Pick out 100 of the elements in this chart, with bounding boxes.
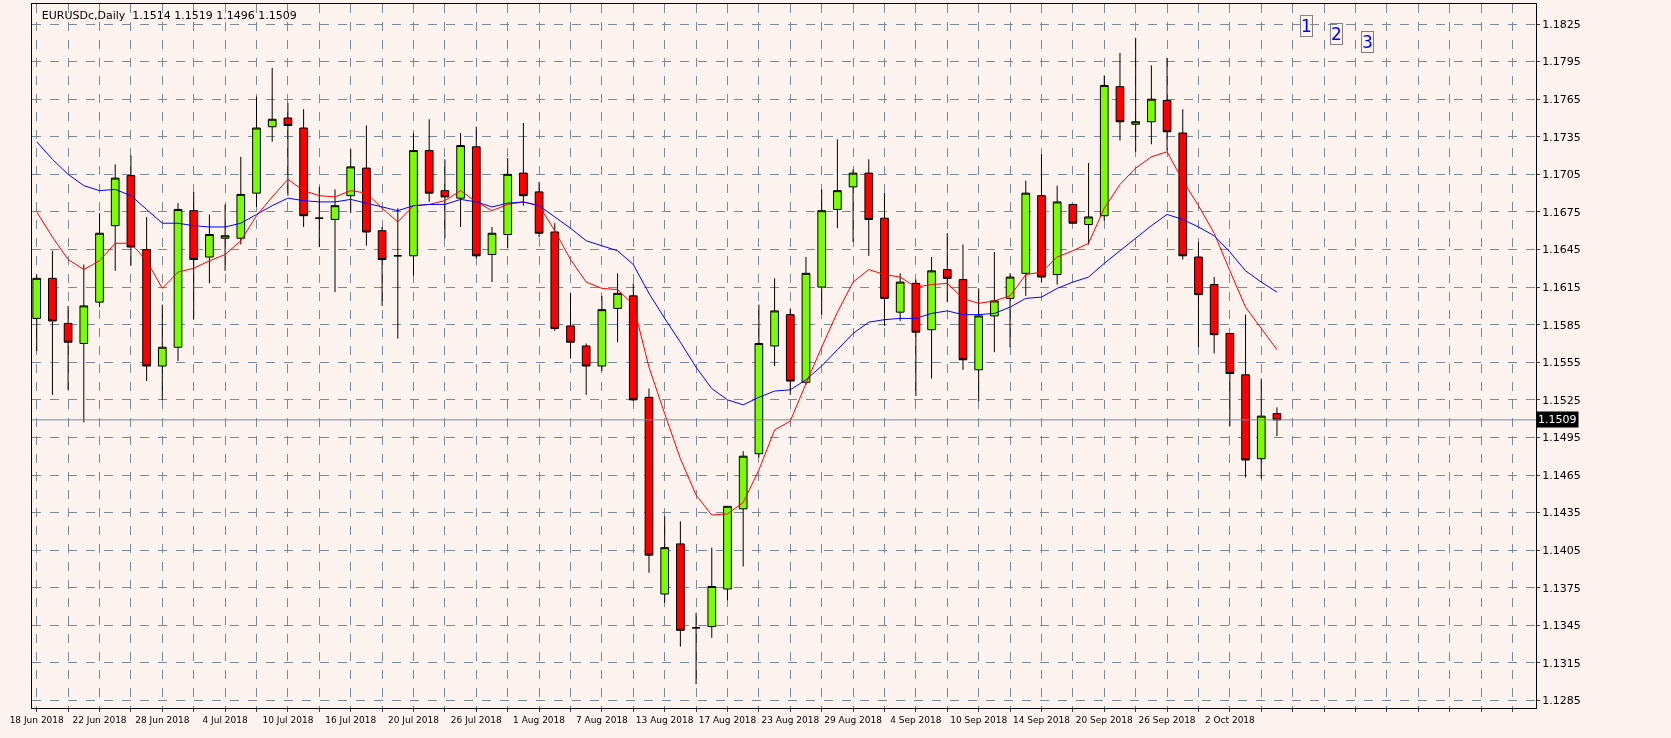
candlestick bbox=[974, 287, 984, 402]
candlestick bbox=[613, 272, 622, 343]
candlestick bbox=[958, 244, 968, 371]
x-tick-label: 23 Aug 2018 bbox=[761, 714, 820, 725]
candlestick bbox=[1131, 37, 1141, 153]
x-tick-label: 20 Sep 2018 bbox=[1075, 714, 1134, 725]
candlestick bbox=[597, 295, 607, 372]
candlestick bbox=[1021, 180, 1031, 297]
text: 2 bbox=[1331, 24, 1342, 44]
x-tick-label: 26 Jul 2018 bbox=[450, 714, 503, 725]
candlestick bbox=[707, 547, 717, 639]
candlestick bbox=[456, 132, 465, 228]
y-tick-label: 1.1735 bbox=[1542, 130, 1581, 144]
candlestick bbox=[63, 305, 73, 391]
candlestick bbox=[880, 192, 889, 327]
y-tick-label: 1.1645 bbox=[1542, 243, 1581, 257]
candlestick bbox=[801, 256, 811, 386]
x-tick-label: 18 Jun 2018 bbox=[9, 714, 65, 725]
y-tick-label: 1.1285 bbox=[1542, 694, 1581, 708]
candlestick bbox=[409, 132, 418, 277]
line-series bbox=[36, 141, 1278, 406]
x-tick-label: 4 Sep 2018 bbox=[890, 714, 942, 725]
candlestick bbox=[487, 226, 497, 283]
x-tick-label: 1 Aug 2018 bbox=[513, 714, 566, 725]
candlestick bbox=[393, 207, 403, 339]
candlestick bbox=[48, 250, 57, 396]
candlestick bbox=[377, 226, 387, 307]
candlestick bbox=[770, 277, 779, 367]
candlestick bbox=[628, 282, 638, 402]
candlestick bbox=[157, 304, 167, 401]
candlestick bbox=[267, 67, 277, 143]
candlestick bbox=[173, 202, 183, 362]
candlestick bbox=[189, 191, 199, 321]
candlestick bbox=[895, 272, 905, 322]
y-tick-label: 1.1825 bbox=[1542, 17, 1581, 31]
candlestick bbox=[534, 181, 544, 238]
candlestick bbox=[1272, 406, 1282, 437]
x-tick-label: 20 Jul 2018 bbox=[388, 714, 440, 725]
candlestick bbox=[990, 251, 999, 353]
candlestick bbox=[126, 155, 136, 267]
y-tick-label: 1.1675 bbox=[1542, 205, 1581, 219]
candlestick bbox=[1256, 378, 1266, 480]
candlestick bbox=[440, 158, 450, 239]
x-tick-label: 14 Sep 2018 bbox=[1012, 714, 1071, 725]
candlestick bbox=[519, 122, 528, 207]
candlestick bbox=[110, 163, 120, 272]
y-tick-label: 1.1345 bbox=[1542, 619, 1581, 633]
x-tick-label: 4 Jul 2018 bbox=[202, 714, 248, 725]
y-tick-label: 1.1795 bbox=[1542, 55, 1581, 69]
candlestick bbox=[550, 222, 560, 332]
candlestick bbox=[424, 118, 434, 203]
candlestick bbox=[503, 157, 513, 249]
ref-line-label: 1.1509 bbox=[1538, 413, 1577, 426]
candlestick bbox=[911, 279, 921, 397]
candlestick bbox=[205, 213, 214, 284]
candlestick bbox=[833, 138, 842, 229]
y-tick-label: 1.1555 bbox=[1542, 356, 1581, 370]
x-tick-label: 10 Jul 2018 bbox=[262, 714, 314, 725]
candlestick bbox=[1068, 203, 1078, 224]
candlestick bbox=[581, 342, 591, 396]
candlestick bbox=[676, 520, 685, 648]
candlestick bbox=[252, 96, 261, 208]
candlestick bbox=[927, 256, 936, 380]
candlestick bbox=[1225, 332, 1235, 427]
x-tick-label: 29 Aug 2018 bbox=[824, 714, 883, 725]
y-tick-label: 1.1525 bbox=[1542, 393, 1581, 407]
candlestick bbox=[236, 156, 246, 246]
candlestick bbox=[1194, 241, 1203, 348]
candlestick bbox=[738, 450, 748, 567]
candlestick bbox=[220, 203, 230, 272]
x-tick-label: 26 Sep 2018 bbox=[1138, 714, 1196, 725]
candlestick bbox=[566, 292, 575, 360]
y-tick-label: 1.1405 bbox=[1542, 544, 1581, 558]
y-tick-label: 1.1465 bbox=[1542, 468, 1581, 482]
x-tick-label: 28 Jun 2018 bbox=[135, 714, 190, 725]
y-tick-label: 1.1585 bbox=[1542, 318, 1581, 332]
candlestick bbox=[942, 232, 952, 303]
candlestick bbox=[785, 307, 795, 396]
x-tick-label: 17 Aug 2018 bbox=[698, 714, 757, 725]
candlestick bbox=[723, 505, 732, 601]
x-tick-label: 22 Jun 2018 bbox=[72, 714, 127, 725]
candlestick bbox=[848, 168, 858, 243]
candlestick bbox=[330, 188, 340, 293]
candlestick bbox=[864, 158, 874, 257]
candlestick bbox=[754, 304, 764, 458]
x-tick-label: 16 Jul 2018 bbox=[325, 714, 377, 725]
candlestick bbox=[1115, 52, 1125, 142]
candlestick bbox=[1209, 276, 1219, 354]
y-tick-label: 1.1765 bbox=[1542, 93, 1581, 107]
candlestick bbox=[346, 148, 356, 214]
candlestick bbox=[79, 264, 89, 423]
y-tick-label: 1.1375 bbox=[1542, 581, 1581, 595]
text: 1 bbox=[1301, 16, 1312, 36]
candlestick bbox=[1241, 314, 1250, 479]
candlestick bbox=[1052, 185, 1062, 286]
text: 3 bbox=[1362, 32, 1373, 52]
candlestick bbox=[817, 188, 827, 316]
candlestick bbox=[660, 515, 670, 604]
candlestick bbox=[1005, 272, 1015, 348]
candlestick bbox=[1084, 162, 1093, 246]
